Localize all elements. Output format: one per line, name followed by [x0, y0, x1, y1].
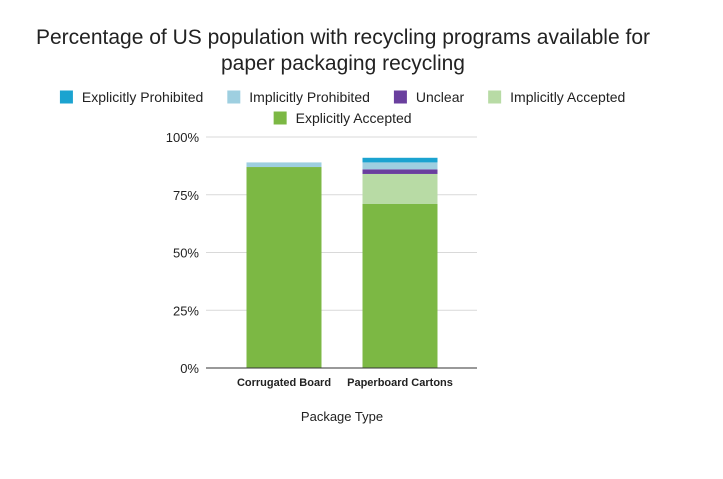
legend-swatch [488, 90, 502, 104]
x-category-label: Corrugated Board [237, 377, 331, 389]
legend-label: Implicitly Accepted [510, 89, 625, 105]
chart-title-line-2: paper packaging recycling [221, 52, 465, 75]
legend-label: Explicitly Accepted [296, 110, 412, 126]
x-category-label: Paperboard Cartons [347, 377, 453, 389]
legend-item-explicitly-prohibited: Explicitly Prohibited [59, 89, 203, 105]
y-tick-label: 100% [166, 130, 200, 145]
bar-segment-paperboard-cartons-implicitly-accepted [362, 173, 438, 204]
legend-swatch [393, 90, 407, 104]
bar-segment-paperboard-cartons-implicitly-prohibited [362, 162, 438, 170]
legend-swatch [227, 90, 241, 104]
bar-segment-corrugated-board-implicitly-prohibited [246, 162, 322, 168]
bar-segment-paperboard-cartons-unclear [362, 169, 438, 174]
legend-swatch [59, 90, 73, 104]
legend-item-explicitly-accepted: Explicitly Accepted [273, 110, 412, 126]
legend-label: Unclear [416, 89, 465, 105]
chart-title-line-1: Percentage of US population with recycli… [36, 26, 650, 49]
legend-item-implicitly-prohibited: Implicitly Prohibited [227, 89, 370, 105]
legend-item-implicitly-accepted: Implicitly Accepted [488, 89, 625, 105]
y-axis-ticks: 0% 25% 50% 75% 100% [166, 130, 200, 376]
y-tick-label: 50% [173, 246, 199, 261]
bar-segment-paperboard-cartons-explicitly-prohibited [362, 157, 438, 163]
bar-segment-paperboard-cartons-explicitly-accepted [362, 203, 438, 368]
bars [246, 157, 438, 368]
chart-title: Percentage of US population with recycli… [36, 26, 650, 75]
y-tick-label: 25% [173, 303, 199, 318]
legend: Explicitly Prohibited Implicitly Prohibit… [59, 89, 625, 126]
y-tick-label: 75% [173, 188, 199, 203]
x-axis-title: Package Type [301, 409, 383, 424]
bar-segment-corrugated-board-explicitly-accepted [246, 167, 322, 368]
legend-label: Implicitly Prohibited [249, 89, 370, 105]
y-tick-label: 0% [180, 361, 199, 376]
legend-label: Explicitly Prohibited [82, 89, 203, 105]
x-axis-categories: Corrugated Board Paperboard Cartons [237, 377, 453, 389]
legend-swatch [273, 111, 287, 125]
legend-item-unclear: Unclear [393, 89, 465, 105]
